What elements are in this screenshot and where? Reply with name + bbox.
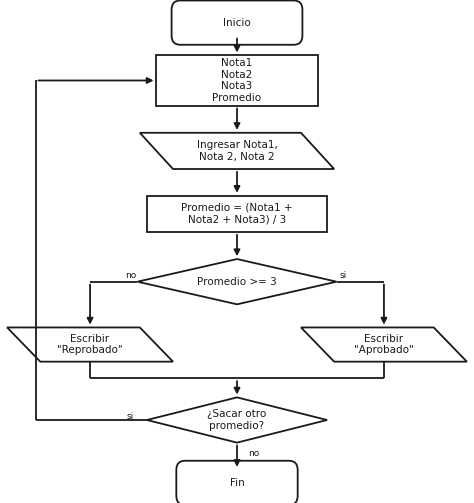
Text: si: si <box>127 412 134 421</box>
Polygon shape <box>7 327 173 362</box>
Text: no: no <box>125 271 136 280</box>
Text: Escribir
"Reprobado": Escribir "Reprobado" <box>57 334 123 355</box>
Text: Ingresar Nota1,
Nota 2, Nota 2: Ingresar Nota1, Nota 2, Nota 2 <box>197 140 277 161</box>
Text: no: no <box>248 449 259 458</box>
Text: Inicio: Inicio <box>223 18 251 28</box>
Bar <box>147 196 327 232</box>
Text: Promedio >= 3: Promedio >= 3 <box>197 277 277 287</box>
Polygon shape <box>301 327 467 362</box>
Text: Promedio = (Nota1 +
Nota2 + Nota3) / 3: Promedio = (Nota1 + Nota2 + Nota3) / 3 <box>181 203 293 224</box>
FancyBboxPatch shape <box>172 1 302 45</box>
Text: Fin: Fin <box>229 478 245 488</box>
Polygon shape <box>140 133 334 169</box>
Polygon shape <box>147 397 327 443</box>
Text: ¿Sacar otro
promedio?: ¿Sacar otro promedio? <box>207 409 266 431</box>
Polygon shape <box>137 259 337 304</box>
FancyBboxPatch shape <box>176 461 298 503</box>
Text: si: si <box>340 271 347 280</box>
Bar <box>156 55 318 106</box>
Text: Escribir
"Aprobado": Escribir "Aprobado" <box>354 334 414 355</box>
Text: Nota1
Nota2
Nota3
Promedio: Nota1 Nota2 Nota3 Promedio <box>212 58 262 103</box>
